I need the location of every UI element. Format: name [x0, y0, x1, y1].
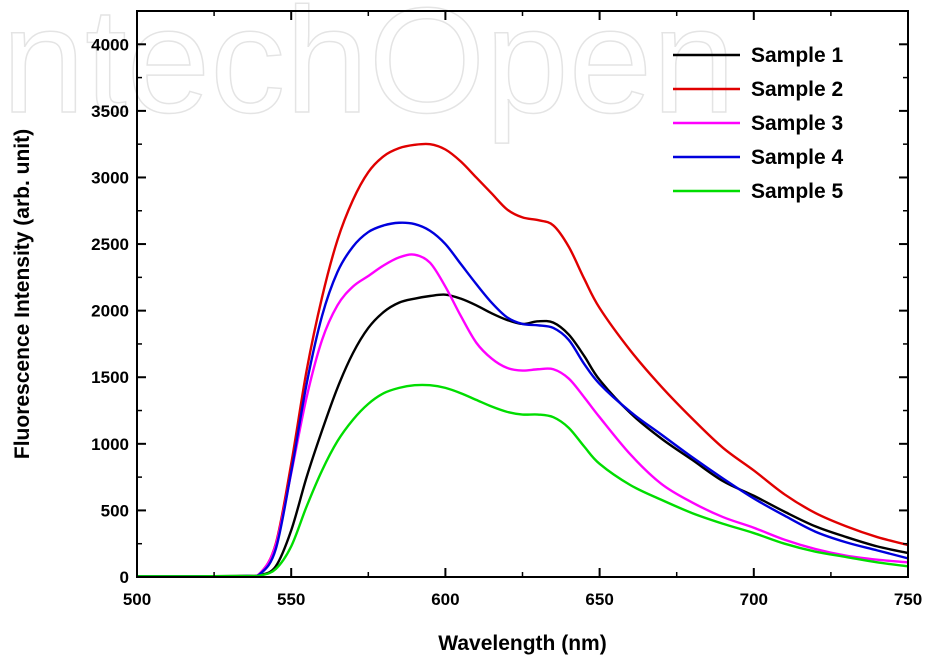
series-line-5: [136, 383, 909, 578]
y-tick-label: 3500: [91, 102, 129, 121]
x-tick-label: 750: [894, 590, 922, 609]
legend-label-2: Sample 2: [751, 78, 843, 101]
y-tick-label: 3000: [91, 168, 129, 187]
legend: Sample 1 Sample 2 Sample 3 Sample 4 Sample 5: [673, 44, 844, 203]
x-tick-label: 650: [585, 590, 613, 609]
series-line-1: [136, 293, 909, 578]
y-tick-label: 1000: [91, 435, 129, 454]
y-axis-title: Fluorescence Intensity (arb. unit): [11, 129, 34, 459]
x-tick-label: 600: [431, 590, 459, 609]
y-tick-label: 4000: [91, 35, 129, 54]
legend-label-5: Sample 5: [751, 180, 844, 203]
x-tick-label: 550: [277, 590, 305, 609]
series-line-2: [136, 142, 909, 578]
plot-lines: [136, 142, 909, 578]
y-tick-label: 2500: [91, 235, 129, 254]
legend-label-4: Sample 4: [751, 146, 844, 169]
x-tick-label: 700: [740, 590, 768, 609]
watermark-text: IntechOpen: [0, 0, 736, 144]
y-tick-label: 0: [120, 568, 129, 587]
y-tick-label: 2000: [91, 302, 129, 321]
legend-label-3: Sample 3: [751, 112, 843, 135]
axis-ticks: 500 550 600 650 700 750 0 500 1000 1500 2000 2500 30…: [91, 11, 922, 609]
y-tick-label: 1500: [91, 368, 129, 387]
series-line-4: [136, 221, 909, 578]
x-tick-label: 500: [123, 590, 151, 609]
series-line-3: [136, 253, 909, 578]
legend-label-1: Sample 1: [751, 44, 844, 67]
y-tick-label: 500: [101, 501, 129, 520]
x-axis-title: Wavelength (nm): [438, 632, 606, 655]
